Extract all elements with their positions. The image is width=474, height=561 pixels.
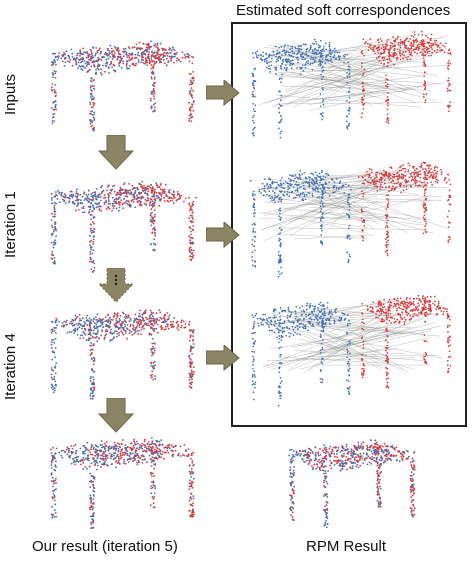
row-label-iteration-4: Iteration 4 <box>2 333 19 400</box>
down-arrow-dotted <box>98 268 134 304</box>
right-arrow-inputs <box>206 80 240 106</box>
caption-our-result: Our result (iteration 5) <box>32 538 178 555</box>
rpm-result-point-cloud <box>276 432 426 532</box>
row-label-iteration-1: Iteration 1 <box>2 191 19 258</box>
iteration-4-point-cloud <box>36 300 206 405</box>
down-arrow-2 <box>98 398 134 434</box>
correspondences-title: Estimated soft correspondences <box>236 2 451 19</box>
correspondences-panel <box>231 22 467 427</box>
correspondence-figure-inputs <box>243 30 458 150</box>
right-arrow-iteration-4 <box>206 345 240 371</box>
iteration-1-point-cloud <box>36 172 206 277</box>
correspondence-figure-iteration-4 <box>243 292 458 412</box>
input-point-cloud <box>36 32 206 137</box>
correspondence-figure-iteration-1 <box>243 160 458 280</box>
down-arrow-1 <box>98 135 134 171</box>
caption-rpm-result: RPM Result <box>306 538 387 555</box>
final-result-point-cloud <box>36 428 206 533</box>
row-label-inputs: Inputs <box>2 74 19 115</box>
right-arrow-iteration-1 <box>206 222 240 248</box>
